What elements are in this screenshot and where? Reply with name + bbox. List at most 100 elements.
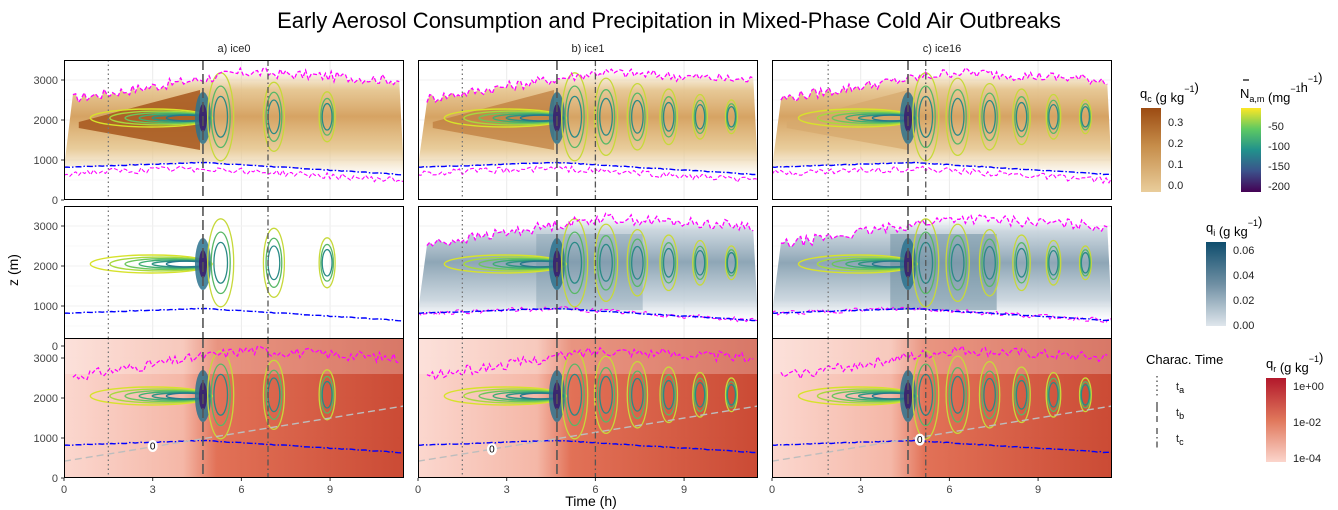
contour-line: [443, 108, 567, 128]
contour-cell: [912, 350, 940, 440]
contour-cell: [725, 249, 737, 277]
contour-cell: [318, 237, 336, 289]
inversion-line: [418, 307, 758, 322]
contour-cell: [210, 363, 231, 427]
contour-cell: [1080, 106, 1091, 128]
cloud-top-line: [780, 344, 1108, 381]
contour-cell: [1078, 377, 1092, 413]
contour-cell: [1080, 384, 1091, 406]
colorbar-tick-label: 0.02: [1233, 295, 1254, 307]
inversion-line: [772, 307, 1112, 322]
cloud-base-line-magenta: [772, 165, 1112, 185]
legend-title-qc: qc (g kg−1): [1140, 80, 1199, 105]
inversion-line: [64, 161, 404, 176]
contour-cell: [693, 99, 707, 135]
contour-line: [89, 254, 213, 274]
contour-cell: [694, 103, 706, 130]
charac-key-label: ta: [1176, 381, 1184, 395]
colorbar-tick-label: 1e+00: [1293, 381, 1324, 393]
contour-cell: [631, 99, 644, 134]
colorbar-qc: [1141, 108, 1161, 192]
y-tick-label: 1000: [34, 433, 58, 445]
x-axis-label: Time (h): [565, 493, 617, 509]
contour-cell: [564, 85, 585, 149]
contour-cell: [692, 239, 708, 286]
contour-cell: [320, 97, 335, 136]
contour-cell: [599, 97, 613, 136]
contour-cell: [659, 88, 679, 146]
cloud-base-line-magenta: [772, 306, 1112, 323]
legends: qc (g kg−1) 0.3 0.2 0.1 0.0 Na,m (mg−1h−1) -50…: [1140, 70, 1324, 465]
contour-cell: [659, 366, 679, 424]
panel-frame: [64, 60, 404, 200]
panel-frame: [64, 338, 404, 478]
y-tick-label: 0: [52, 195, 58, 207]
contour-cell: [1079, 103, 1091, 131]
contour-cell: [950, 97, 965, 136]
contour-cell: [978, 229, 1001, 297]
freezing-level-line: [418, 405, 758, 462]
cloud-top-line: [426, 212, 754, 247]
panel-frame: [418, 60, 758, 200]
contour-cell: [596, 88, 616, 145]
contour-cell: [981, 370, 998, 420]
contour-cell: [694, 381, 706, 408]
contour-cell: [1078, 245, 1092, 281]
contour-cell: [724, 99, 738, 135]
panel-ice0-qc: [64, 60, 404, 200]
colorbar-tick-label: -100: [1268, 141, 1290, 153]
zero-label-bg: [914, 433, 925, 446]
contour-cell: [596, 366, 616, 423]
legend-title-charac: Charac. Time: [1146, 352, 1223, 367]
contour-cell: [626, 229, 649, 297]
contour-cell: [593, 223, 619, 303]
contour-cell: [978, 83, 1001, 151]
rain-fade: [64, 338, 404, 374]
contour-cell: [945, 223, 970, 303]
contour-cell: [1047, 245, 1060, 281]
contour-line: [443, 254, 567, 274]
contour-cell: [626, 83, 649, 151]
contour-cell: [629, 238, 646, 288]
colorbar-tick-label: 0.00: [1233, 320, 1254, 332]
x-tick-label: 6: [946, 484, 952, 496]
y-tick-label: 0: [52, 341, 58, 353]
inversion-line: [772, 161, 1112, 176]
cloud-top-line: [780, 66, 1108, 102]
contour-cell: [915, 363, 936, 427]
contour-cell: [321, 248, 333, 277]
colorbar-tick-label: 0.06: [1233, 245, 1254, 257]
contour-cell: [631, 245, 644, 280]
contour-line: [797, 254, 918, 274]
contour-cell: [724, 245, 738, 281]
contour-cell: [262, 227, 286, 298]
contour-cell: [593, 77, 619, 157]
panel-ice16-qc: [772, 60, 1112, 200]
contour-cell: [564, 363, 585, 427]
contour-cell: [662, 379, 675, 410]
contour-cell: [1012, 88, 1031, 146]
contour-cell: [693, 245, 707, 281]
contour-cell: [694, 249, 706, 276]
panel-ice1-qi: [418, 206, 758, 346]
contour-cell: [265, 91, 283, 142]
panel-label-ice0: a) ice0: [217, 43, 250, 55]
contour-cell: [1045, 93, 1062, 140]
contour-cell: [1015, 247, 1028, 278]
colorbar-qi: [1206, 242, 1226, 326]
colorbar-tick-label: 0.0: [1168, 180, 1183, 192]
x-tick-label: 9: [327, 484, 333, 496]
contour-cell: [561, 72, 589, 162]
contour-cell: [318, 91, 336, 143]
inversion-line: [418, 439, 758, 454]
y-tick-label: 1000: [34, 155, 58, 167]
contour-cell: [726, 384, 737, 406]
contour-cell: [661, 242, 677, 284]
contour-cell: [213, 241, 229, 284]
panel-ice0-qi: [64, 206, 404, 346]
contour-cell: [915, 231, 936, 295]
rain-field: [418, 338, 758, 478]
contour-cell: [629, 92, 646, 142]
colorbar-tick-label: 0.2: [1168, 138, 1183, 150]
